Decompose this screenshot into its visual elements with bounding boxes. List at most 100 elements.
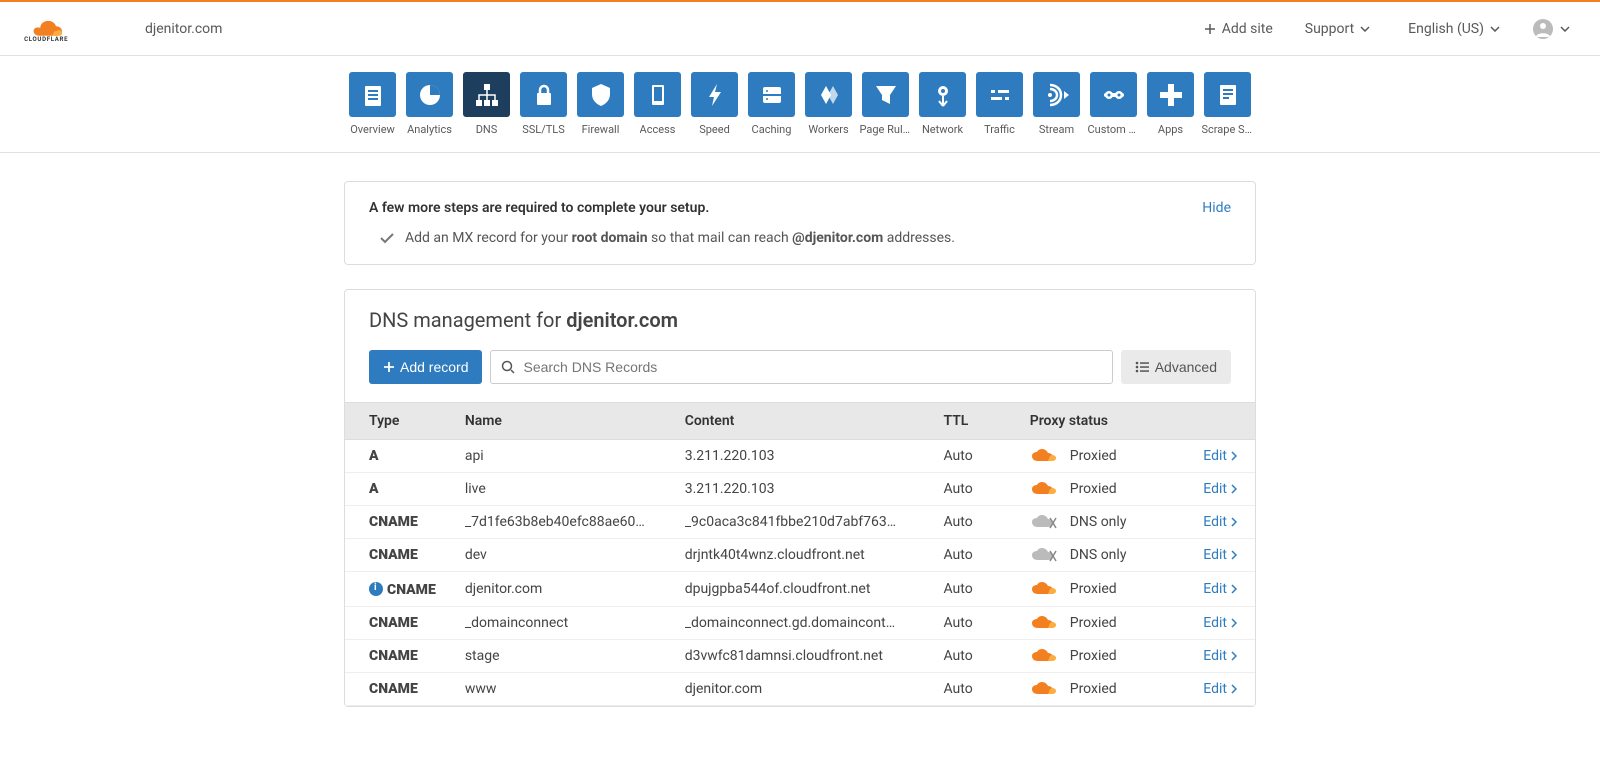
nav-label: Caching <box>752 123 792 136</box>
record-proxy: Proxied <box>1018 640 1180 673</box>
dns-panel-title: DNS management for djenitor.com <box>369 308 1231 332</box>
edit-button[interactable]: Edit <box>1203 481 1237 497</box>
dns-row[interactable]: CNAME dev drjntk40t4wnz.cloudfront.net A… <box>345 539 1255 572</box>
record-name: dev <box>453 539 673 572</box>
cloud-dnsonly-icon <box>1030 514 1060 530</box>
record-type: CNAME <box>345 539 453 572</box>
record-proxy: Proxied <box>1018 473 1180 506</box>
dns-row[interactable]: CNAME _domainconnect _domainconnect.gd.d… <box>345 607 1255 640</box>
user-menu[interactable] <box>1522 18 1580 40</box>
add-record-button[interactable]: Add record <box>369 350 482 384</box>
caching-icon <box>748 72 795 117</box>
record-proxy: DNS only <box>1018 539 1180 572</box>
nav-item-speed[interactable]: Speed <box>691 72 738 136</box>
access-icon <box>634 72 681 117</box>
speed-icon <box>691 72 738 117</box>
nav-item-caching[interactable]: Caching <box>748 72 795 136</box>
nav-item-analytics[interactable]: Analytics <box>406 72 453 136</box>
site-name[interactable]: djenitor.com <box>145 21 222 37</box>
record-content: _domainconnect.gd.domaincont… <box>673 607 932 640</box>
overview-icon <box>349 72 396 117</box>
nav-item-pagerules[interactable]: Page Rules <box>862 72 909 136</box>
dns-row[interactable]: CNAME djenitor.com dpujgpba544of.cloudfr… <box>345 572 1255 607</box>
custom-icon <box>1090 72 1137 117</box>
record-content: drjntk40t4wnz.cloudfront.net <box>673 539 932 572</box>
nav-label: Workers <box>808 123 848 136</box>
nav-label: Apps <box>1158 123 1183 136</box>
record-ttl: Auto <box>931 640 1017 673</box>
nav-item-custom[interactable]: Custom P… <box>1090 72 1137 136</box>
nav-item-dns[interactable]: DNS <box>463 72 510 136</box>
record-ttl: Auto <box>931 607 1017 640</box>
record-type: A <box>345 440 453 473</box>
search-box[interactable] <box>490 350 1112 384</box>
workers-icon <box>805 72 852 117</box>
add-site-label: Add site <box>1222 21 1273 37</box>
dns-row[interactable]: CNAME _7d1fe63b8eb40efc88ae60… _9c0aca3c… <box>345 506 1255 539</box>
edit-button[interactable]: Edit <box>1203 681 1237 697</box>
scrape-icon <box>1204 72 1251 117</box>
edit-button[interactable]: Edit <box>1203 581 1237 597</box>
hide-button[interactable]: Hide <box>1202 200 1231 216</box>
record-ttl: Auto <box>931 473 1017 506</box>
cloud-proxied-icon <box>1030 648 1060 664</box>
edit-button[interactable]: Edit <box>1203 648 1237 664</box>
edit-button[interactable]: Edit <box>1203 615 1237 631</box>
dns-row[interactable]: A api 3.211.220.103 Auto Proxied Edit <box>345 440 1255 473</box>
info-icon[interactable] <box>369 582 383 596</box>
add-record-label: Add record <box>400 359 468 375</box>
nav-item-firewall[interactable]: Firewall <box>577 72 624 136</box>
record-name: _7d1fe63b8eb40efc88ae60… <box>453 506 673 539</box>
firewall-icon <box>577 72 624 117</box>
nav-label: Overview <box>350 123 395 136</box>
language-dropdown[interactable]: English (US) <box>1392 21 1522 37</box>
nav-label: DNS <box>476 123 498 136</box>
nav-item-network[interactable]: Network <box>919 72 966 136</box>
nav-item-apps[interactable]: Apps <box>1147 72 1194 136</box>
check-icon <box>379 230 395 246</box>
record-ttl: Auto <box>931 572 1017 607</box>
nav-item-ssl[interactable]: SSL/TLS <box>520 72 567 136</box>
edit-button[interactable]: Edit <box>1203 514 1237 530</box>
chevron-right-icon <box>1231 584 1237 594</box>
nav-item-scrape[interactable]: Scrape Sh… <box>1204 72 1251 136</box>
dns-toolbar: Add record Advanced <box>345 332 1255 402</box>
column-type: Type <box>345 403 453 440</box>
edit-button[interactable]: Edit <box>1203 448 1237 464</box>
plus-icon <box>383 361 395 373</box>
nav-item-traffic[interactable]: Traffic <box>976 72 1023 136</box>
chevron-right-icon <box>1231 684 1237 694</box>
record-type: CNAME <box>345 673 453 706</box>
cloudflare-logo-icon: CLOUDFLARE <box>20 15 115 43</box>
logo[interactable]: CLOUDFLARE <box>20 15 115 43</box>
dns-row[interactable]: CNAME stage d3vwfc81damnsi.cloudfront.ne… <box>345 640 1255 673</box>
support-label: Support <box>1305 21 1354 37</box>
chevron-down-icon <box>1360 26 1370 32</box>
record-content: 3.211.220.103 <box>673 440 932 473</box>
search-icon <box>501 360 515 374</box>
record-proxy: Proxied <box>1018 572 1180 607</box>
record-proxy: Proxied <box>1018 440 1180 473</box>
record-content: _9c0aca3c841fbbe210d7abf763… <box>673 506 932 539</box>
nav-item-workers[interactable]: Workers <box>805 72 852 136</box>
record-type: CNAME <box>345 607 453 640</box>
nav-item-overview[interactable]: Overview <box>349 72 396 136</box>
search-input[interactable] <box>523 351 1101 383</box>
pagerules-icon <box>862 72 909 117</box>
record-ttl: Auto <box>931 539 1017 572</box>
add-site-button[interactable]: Add site <box>1188 21 1289 37</box>
nav-item-stream[interactable]: Stream <box>1033 72 1080 136</box>
nav-label: Custom P… <box>1088 123 1140 136</box>
dns-row[interactable]: A live 3.211.220.103 Auto Proxied Edit <box>345 473 1255 506</box>
svg-text:CLOUDFLARE: CLOUDFLARE <box>24 36 68 43</box>
support-dropdown[interactable]: Support <box>1289 21 1392 37</box>
header: CLOUDFLARE djenitor.com Add site Support… <box>0 2 1600 56</box>
dns-row[interactable]: CNAME www djenitor.com Auto Proxied Edit <box>345 673 1255 706</box>
chevron-right-icon <box>1231 651 1237 661</box>
chevron-right-icon <box>1231 618 1237 628</box>
user-icon <box>1532 18 1554 40</box>
chevron-down-icon <box>1490 26 1500 32</box>
advanced-button[interactable]: Advanced <box>1121 350 1231 384</box>
edit-button[interactable]: Edit <box>1203 547 1237 563</box>
nav-item-access[interactable]: Access <box>634 72 681 136</box>
